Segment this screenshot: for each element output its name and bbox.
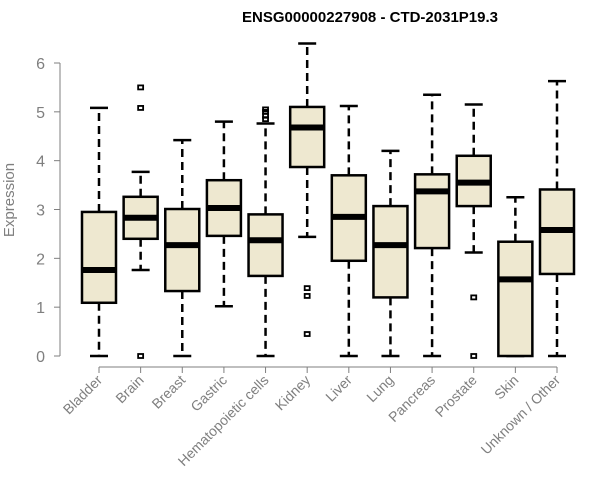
outlier-point xyxy=(303,285,311,292)
x-tick-label: Kidney xyxy=(272,372,314,414)
iqr-box xyxy=(247,213,284,278)
box-bladder xyxy=(80,106,118,358)
box-lung xyxy=(372,149,409,358)
y-axis: 0 1 2 3 4 5 6 xyxy=(36,56,61,366)
box-liver xyxy=(330,104,368,358)
iqr-box xyxy=(164,207,201,293)
x-tick-label: Brain xyxy=(112,372,146,406)
iqr-box xyxy=(372,204,409,299)
outlier-point xyxy=(137,84,145,91)
x-tick-label: Liver xyxy=(322,372,355,405)
outlier-point xyxy=(262,106,269,113)
y-tick-label: 2 xyxy=(36,251,45,268)
x-tick-label: Lung xyxy=(363,372,396,405)
iqr-box xyxy=(80,210,118,305)
x-tick-label: Breast xyxy=(148,372,188,412)
boxes-group xyxy=(80,42,576,359)
y-axis-label: Expression xyxy=(1,163,18,237)
x-tick-label: Prostate xyxy=(432,372,480,420)
x-tick-label: Bladder xyxy=(60,372,106,418)
box-gastric xyxy=(205,120,243,308)
box-kidney xyxy=(288,42,326,337)
y-tick-label: 1 xyxy=(36,300,45,317)
outlier-point xyxy=(137,105,145,111)
outlier-point xyxy=(137,353,145,359)
outlier-point xyxy=(303,293,311,299)
outlier-point xyxy=(470,294,478,301)
box-hematopoietic-cells xyxy=(247,106,284,358)
y-tick-label: 0 xyxy=(36,349,45,366)
box-brain xyxy=(122,84,159,359)
y-tick-label: 4 xyxy=(36,154,45,171)
iqr-box xyxy=(288,105,326,169)
x-tick-label: Unknown / Other xyxy=(478,372,564,458)
box-skin xyxy=(497,196,534,358)
iqr-box xyxy=(497,240,534,358)
outlier-point xyxy=(303,331,311,337)
y-tick-label: 6 xyxy=(36,56,45,73)
box-prostate xyxy=(455,103,492,359)
iqr-box xyxy=(413,173,451,250)
box-breast xyxy=(164,138,201,358)
y-tick-label: 3 xyxy=(36,203,45,220)
outlier-point xyxy=(470,353,478,359)
y-tick-label: 5 xyxy=(36,105,45,122)
box-pancreas xyxy=(413,93,451,358)
box-unknown-other xyxy=(538,79,576,358)
chart-title: ENSG00000227908 - CTD-2031P19.3 xyxy=(242,9,498,26)
x-tick-label: Skin xyxy=(491,372,522,403)
